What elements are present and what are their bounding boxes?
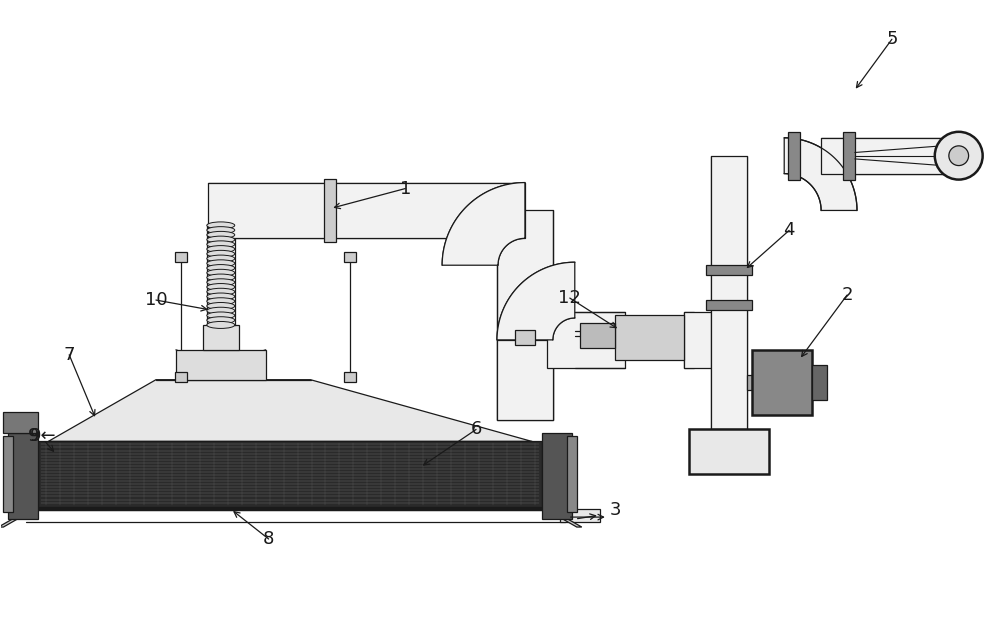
- Bar: [497, 210, 553, 419]
- Ellipse shape: [207, 298, 235, 305]
- Ellipse shape: [207, 236, 235, 243]
- Ellipse shape: [207, 279, 235, 285]
- Circle shape: [949, 146, 969, 165]
- Ellipse shape: [207, 222, 235, 229]
- Text: 2: 2: [841, 286, 853, 304]
- Text: 9: 9: [28, 428, 39, 446]
- Ellipse shape: [207, 227, 235, 233]
- Bar: [567, 436, 577, 512]
- Ellipse shape: [207, 317, 235, 324]
- PathPatch shape: [784, 138, 857, 210]
- Ellipse shape: [207, 232, 235, 239]
- Bar: [203, 325, 239, 350]
- Ellipse shape: [207, 293, 235, 300]
- Bar: [324, 178, 336, 242]
- Bar: [176, 350, 266, 380]
- Bar: [547, 312, 625, 367]
- Ellipse shape: [207, 250, 235, 257]
- Ellipse shape: [207, 274, 235, 281]
- Bar: [706, 300, 752, 310]
- Text: 3: 3: [610, 501, 621, 519]
- Bar: [3, 436, 13, 512]
- PathPatch shape: [497, 262, 575, 340]
- Bar: [3, 411, 38, 433]
- Bar: [175, 372, 187, 382]
- Ellipse shape: [207, 302, 235, 309]
- Ellipse shape: [207, 269, 235, 276]
- Bar: [689, 429, 769, 475]
- Circle shape: [935, 132, 983, 180]
- Bar: [615, 315, 684, 360]
- Bar: [843, 132, 855, 180]
- Bar: [344, 372, 356, 382]
- Text: 12: 12: [558, 289, 581, 307]
- Bar: [752, 350, 812, 414]
- Text: 7: 7: [63, 346, 75, 364]
- Ellipse shape: [207, 265, 235, 272]
- Ellipse shape: [207, 245, 235, 252]
- Bar: [175, 252, 187, 262]
- Bar: [8, 433, 38, 519]
- Bar: [684, 312, 694, 367]
- Bar: [747, 375, 752, 389]
- Polygon shape: [542, 507, 582, 527]
- PathPatch shape: [442, 183, 525, 265]
- Bar: [580, 323, 615, 348]
- Bar: [560, 509, 600, 522]
- Polygon shape: [0, 507, 38, 527]
- Bar: [208, 183, 525, 239]
- Ellipse shape: [207, 260, 235, 267]
- Text: 1: 1: [400, 180, 411, 198]
- Ellipse shape: [207, 289, 235, 295]
- Ellipse shape: [207, 322, 235, 329]
- Text: 4: 4: [783, 222, 795, 239]
- Bar: [706, 265, 752, 275]
- Bar: [684, 312, 711, 367]
- Ellipse shape: [207, 307, 235, 314]
- Bar: [515, 330, 535, 345]
- Text: 5: 5: [886, 30, 898, 48]
- Ellipse shape: [207, 284, 235, 290]
- Bar: [344, 252, 356, 262]
- Bar: [812, 365, 827, 399]
- Ellipse shape: [207, 312, 235, 319]
- Text: 9←: 9←: [30, 428, 57, 446]
- Ellipse shape: [207, 241, 235, 248]
- Ellipse shape: [207, 255, 235, 262]
- Text: 10: 10: [145, 291, 167, 309]
- Text: 6: 6: [470, 421, 482, 438]
- Bar: [497, 340, 553, 419]
- Bar: [711, 156, 747, 429]
- Bar: [821, 138, 959, 173]
- Text: 8: 8: [263, 530, 274, 548]
- Bar: [542, 433, 572, 519]
- Bar: [38, 441, 542, 507]
- Bar: [788, 132, 800, 180]
- Polygon shape: [48, 380, 532, 441]
